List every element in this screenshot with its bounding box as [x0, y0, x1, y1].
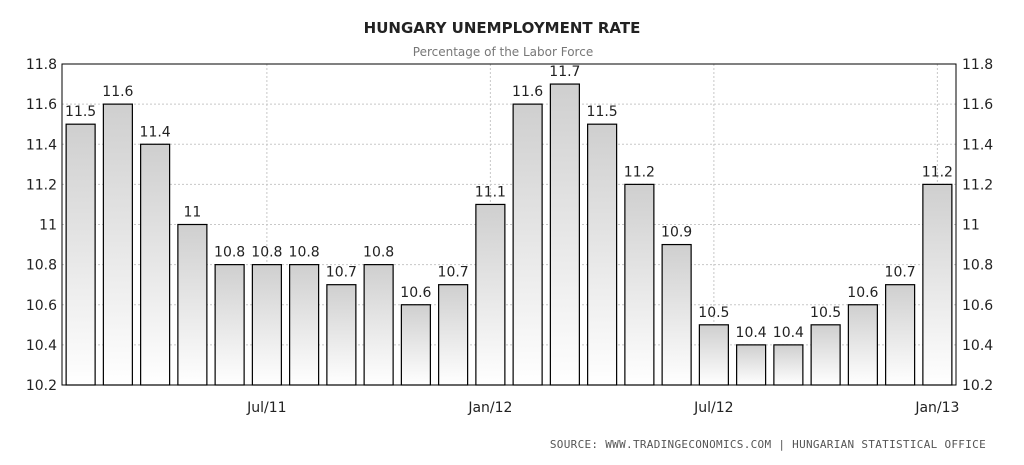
data-label: 11.5 — [587, 104, 618, 120]
chart-title: HUNGARY UNEMPLOYMENT RATE — [364, 19, 641, 37]
data-label: 11.2 — [624, 164, 655, 180]
data-label: 11.4 — [140, 124, 171, 140]
bar — [177, 223, 208, 386]
y-tick-label-right: 11.4 — [962, 137, 993, 153]
data-label: 11.6 — [102, 84, 133, 100]
bars — [65, 83, 953, 386]
data-label: 10.9 — [661, 225, 692, 241]
data-label: 10.8 — [363, 245, 394, 261]
data-label: 10.4 — [773, 325, 804, 341]
x-tick-label: Jul/12 — [693, 400, 733, 416]
bar — [512, 103, 543, 386]
data-label: 10.8 — [214, 245, 245, 261]
bar — [847, 304, 878, 386]
source-note: SOURCE: WWW.TRADINGECONOMICS.COM | HUNGA… — [550, 438, 986, 451]
data-label: 11.1 — [475, 184, 506, 200]
bar — [661, 243, 692, 386]
x-tick-label: Jan/12 — [467, 400, 512, 416]
x-tick-label: Jul/11 — [246, 400, 286, 416]
y-tick-label-right: 11.6 — [962, 97, 993, 113]
y-axis-ticks: 10.2 10.2 10.4 10.4 10.6 10.6 10.8 10.8 11 11 11.2… — [26, 57, 993, 394]
bar — [773, 344, 804, 386]
bar — [102, 103, 133, 386]
data-label: 10.5 — [810, 305, 841, 321]
bar — [65, 123, 96, 386]
bar — [326, 284, 357, 386]
bar — [736, 344, 767, 386]
y-tick-label-left: 10.6 — [26, 298, 57, 314]
bar — [810, 324, 841, 386]
bar — [922, 183, 953, 386]
bar — [214, 264, 245, 386]
y-tick-label-left: 11.6 — [26, 97, 57, 113]
y-tick-label-left: 11 — [39, 218, 57, 234]
y-tick-label-left: 10.8 — [26, 258, 57, 274]
bar — [438, 284, 469, 386]
chart-subtitle: Percentage of the Labor Force — [413, 45, 593, 59]
y-tick-label-right: 10.6 — [962, 298, 993, 314]
y-tick-label-right: 10.4 — [962, 338, 993, 354]
data-label: 11.6 — [512, 84, 543, 100]
bar — [624, 183, 655, 386]
data-label: 11.7 — [549, 64, 580, 80]
bar — [400, 304, 431, 386]
y-tick-label-right: 10.2 — [962, 378, 993, 394]
y-tick-label-right: 11 — [962, 218, 980, 234]
data-label: 10.7 — [326, 265, 357, 281]
data-label: 10.6 — [400, 285, 431, 301]
data-label: 10.8 — [289, 245, 320, 261]
y-tick-label-left: 11.2 — [26, 177, 57, 193]
bar — [587, 123, 618, 386]
y-tick-label-right: 11.2 — [962, 177, 993, 193]
plot-frame — [61, 63, 957, 386]
x-tick-label: Jan/13 — [914, 400, 959, 416]
bar — [698, 324, 729, 386]
x-axis-ticks: Jul/11 Jan/12 Jul/12 Jan/13 — [246, 400, 959, 416]
data-label: 11 — [183, 205, 201, 221]
data-label: 11.5 — [65, 104, 96, 120]
y-tick-label-left: 10.2 — [26, 378, 57, 394]
data-label: 10.7 — [438, 265, 469, 281]
data-label: 11.2 — [922, 164, 953, 180]
y-tick-label-left: 11.8 — [26, 57, 57, 73]
data-label: 10.7 — [885, 265, 916, 281]
y-tick-label-right: 11.8 — [962, 57, 993, 73]
bar — [885, 284, 916, 386]
bar — [289, 264, 320, 386]
data-label: 10.6 — [847, 285, 878, 301]
bar — [475, 203, 506, 386]
y-tick-label-left: 11.4 — [26, 137, 57, 153]
bar — [363, 264, 394, 386]
y-tick-label-right: 10.8 — [962, 258, 993, 274]
bar — [549, 83, 580, 386]
data-label: 10.4 — [736, 325, 767, 341]
bar — [140, 143, 171, 386]
data-labels: 11.5 11.6 11.4 11 10.8 10.8 10.8 10.7 10.8 10.6 10… — [65, 64, 953, 341]
bar — [251, 264, 282, 386]
y-tick-label-left: 10.4 — [26, 338, 57, 354]
data-label: 10.8 — [251, 245, 282, 261]
data-label: 10.5 — [698, 305, 729, 321]
